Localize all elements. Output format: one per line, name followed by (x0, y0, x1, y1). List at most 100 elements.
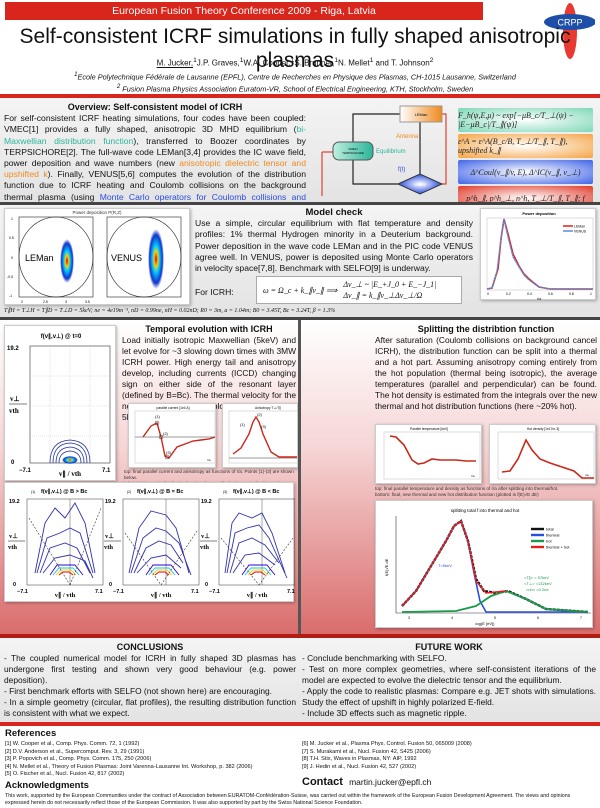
svg-text:v∥ / vth: v∥ / vth (151, 591, 172, 599)
svg-text:VENUS: VENUS (414, 183, 427, 187)
svg-text:v⊥: v⊥ (10, 395, 20, 403)
svg-text:(3): (3) (261, 424, 267, 429)
splitting-chart: splitting total f into thermal and hot t… (375, 500, 593, 628)
svg-text:0.4: 0.4 (527, 292, 532, 296)
svg-text:TERPSICHORE: TERPSICHORE (342, 151, 364, 155)
svg-text:−7.1: −7.1 (113, 589, 124, 595)
svg-text:1: 1 (11, 217, 13, 221)
acknowledgments-heading: Acknowledgments (5, 780, 89, 791)
parallel-temperature-chart: Parallel temperature [keV] r/a (375, 424, 482, 484)
svg-text:LEMan: LEMan (415, 112, 428, 117)
svg-text:19.2: 19.2 (7, 346, 19, 352)
svg-text:0: 0 (11, 460, 15, 466)
svg-text:parallel current [1e4 A]: parallel current [1e4 A] (157, 406, 190, 410)
svg-text:(3): (3) (166, 450, 172, 455)
svg-text:−7.1: −7.1 (19, 468, 32, 474)
svg-text:v⊥: v⊥ (105, 532, 114, 540)
icrh-formula: ω = Ω_c + k_∥v_∥ ⟹ Δv_⊥ ~ |E_+J_0 + E_−J… (256, 276, 462, 304)
divider (0, 722, 600, 726)
panel-2: (2) f(v∥,v⊥) @ B = Bc 19.2 0 v⊥ vth −7.1… (104, 488, 200, 599)
svg-text:3.5: 3.5 (85, 300, 90, 304)
panel-1: (1) f(v∥,v⊥) @ B > Bc 19.2 0 v⊥ vth −7.1… (8, 488, 104, 599)
svg-text:total: total (546, 527, 554, 532)
conclusions-panel (0, 638, 600, 722)
svg-text:Power deposition: Power deposition (522, 211, 556, 216)
svg-text:Anisotropy T⊥/T∥: Anisotropy T⊥/T∥ (255, 406, 281, 410)
power-deposition-chart: Power deposition LEMan VENUS 0 0.2 0.4 0.6 0… (480, 208, 596, 301)
svg-text:f(v∥,v⊥) @ t=0: f(v∥,v⊥) @ t=0 (41, 333, 82, 340)
svg-text:2.5: 2.5 (43, 300, 48, 304)
conclusions-heading: CONCLUSIONS (116, 642, 184, 652)
svg-text:VENUS: VENUS (574, 230, 587, 234)
references-right: [6] M. Jucker et al., Plasma Phys. Contr… (302, 741, 472, 770)
svg-text:v∥ / vth: v∥ / vth (59, 470, 81, 478)
svg-text:LEMan: LEMan (25, 253, 54, 263)
model-check-heading: Model check (305, 207, 363, 218)
divider (0, 202, 600, 205)
final-distribution-plots: (1) f(v∥,v⊥) @ B > Bc 19.2 0 v⊥ vth −7.1… (4, 482, 296, 602)
svg-text:(2): (2) (163, 431, 169, 436)
svg-text:thermal + hot: thermal + hot (546, 545, 570, 550)
splitting-text: Splitting the distribtion function After… (375, 324, 597, 411)
affiliations: 1Ecole Polytechnique Fédérale de Lausann… (74, 71, 516, 94)
poster-title: Self-consistent ICRF simulations in full… (19, 25, 571, 72)
svg-text:0: 0 (109, 582, 112, 588)
formula-dielectric: ε^A = ε^A(B_c/B, T_⊥/T_∥, T_∥), upshifte… (458, 134, 593, 158)
svg-text:7.1: 7.1 (191, 589, 199, 595)
crpp-logo: CRPP (540, 2, 596, 60)
svg-text:7.1: 7.1 (102, 468, 111, 474)
svg-text:(1): (1) (240, 422, 246, 427)
column-divider (298, 320, 301, 638)
svg-text:0.2: 0.2 (506, 292, 511, 296)
svg-text:vth: vth (8, 544, 17, 551)
contact-email[interactable]: martin.jucker@epfl.ch (349, 777, 432, 787)
svg-text:0: 0 (13, 582, 16, 588)
svg-text:f(t): f(t) (398, 167, 405, 173)
svg-text:(1): (1) (31, 490, 35, 494)
svg-text:-1: -1 (9, 294, 12, 298)
svg-text:19.2: 19.2 (9, 499, 20, 505)
svg-text:0: 0 (205, 582, 208, 588)
svg-text:splitting total f into thermal: splitting total f into thermal and hot (451, 508, 520, 513)
anisotropy-chart: Anisotropy T⊥/T∥ (1) (2) (3) (222, 403, 298, 468)
splitting-heading: Splitting the distribtion function (417, 324, 555, 334)
svg-text:r/a: r/a (471, 474, 475, 478)
svg-text:Equilibrium: Equilibrium (376, 149, 406, 155)
svg-text:(1): (1) (155, 414, 161, 419)
svg-text:f(E)√E dE: f(E)√E dE (384, 558, 389, 576)
svg-text:Antenna: Antenna (396, 134, 419, 140)
icrh-label: For ICRH: (195, 287, 234, 297)
svg-text:(2): (2) (257, 412, 263, 417)
svg-text:vth: vth (9, 407, 19, 415)
acknowledgments-text: This work, supported by the European Com… (5, 793, 571, 806)
svg-text:0: 0 (487, 292, 489, 296)
hot-density-chart: Hot density [1e17m-3] r/a (489, 424, 596, 484)
svg-text:0.8: 0.8 (569, 292, 574, 296)
svg-text:7.1: 7.1 (287, 589, 295, 595)
svg-text:v⊥: v⊥ (201, 532, 210, 540)
svg-text:vth: vth (104, 544, 113, 551)
references-heading: References (5, 728, 57, 739)
svg-text:VMEC/: VMEC/ (348, 147, 358, 151)
svg-text:vth: vth (200, 544, 209, 551)
svg-text:T=5keV: T=5keV (438, 563, 452, 568)
plasma-parameters: T∥H = T⊥H = T∥D = T⊥D = 5keV; ne = 4e19m… (4, 308, 336, 314)
svg-text:log(E [eV]): log(E [eV]) (476, 621, 496, 626)
conclusions: CONCLUSIONS - The coupled numerical mode… (4, 642, 296, 718)
svg-text:−7.1: −7.1 (209, 589, 220, 595)
future-work: FUTURE WORK - Conclude benchmarking with… (302, 642, 596, 718)
svg-text:−7.1: −7.1 (17, 589, 28, 595)
conference-banner: European Fusion Theory Conference 2009 -… (5, 2, 483, 20)
svg-text:-0.5: -0.5 (7, 275, 13, 279)
svg-text:Parallel temperature [keV]: Parallel temperature [keV] (410, 427, 448, 431)
svg-text:0: 0 (11, 256, 13, 260)
svg-text:CRPP: CRPP (557, 18, 582, 28)
svg-text:3: 3 (65, 300, 67, 304)
svg-text:0.6: 0.6 (548, 292, 553, 296)
svg-text:f(v∥,v⊥) @ B < Bc: f(v∥,v⊥) @ B < Bc (233, 488, 279, 495)
svg-text:v⊥: v⊥ (9, 532, 18, 540)
svg-text:r/a: r/a (585, 473, 589, 477)
overview-heading: Overview: Self-consistent model of ICRH (67, 102, 243, 112)
references-left: [1] W. Cooper et al., Comp. Phys. Comm. … (5, 741, 253, 777)
svg-text:5: 5 (494, 616, 496, 620)
